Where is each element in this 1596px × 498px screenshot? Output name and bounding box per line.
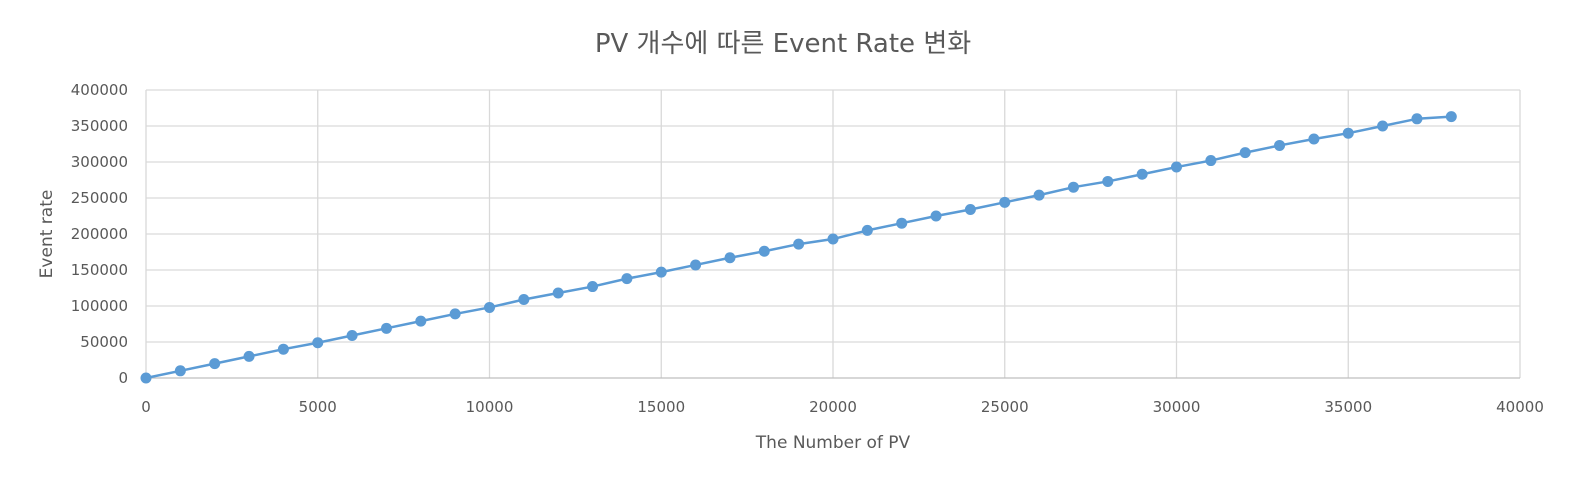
- data-point: [1274, 139, 1286, 151]
- axes: [145, 90, 1520, 379]
- x-tick-label: 25000: [981, 398, 1029, 416]
- data-point: [655, 266, 667, 278]
- data-point: [1411, 113, 1423, 125]
- data-point: [277, 343, 289, 355]
- y-tick-label: 50000: [80, 333, 128, 351]
- data-point: [827, 233, 839, 245]
- data-point: [1033, 189, 1045, 201]
- data-point: [1067, 181, 1079, 193]
- chart-title: PV 개수에 따른 Event Rate 변화: [595, 29, 971, 59]
- y-tick-label: 250000: [71, 189, 128, 207]
- x-tick-label: 30000: [1153, 398, 1201, 416]
- data-point: [1102, 175, 1114, 187]
- data-point: [346, 330, 358, 342]
- x-tick-label: 35000: [1324, 398, 1372, 416]
- data-point: [999, 196, 1011, 208]
- data-point: [724, 252, 736, 264]
- x-tick-label: 0: [141, 398, 151, 416]
- y-tick-labels: 0 50000 100000 150000 200000 250000 300000 3500…: [71, 81, 128, 387]
- x-tick-label: 20000: [809, 398, 857, 416]
- data-point: [930, 210, 942, 222]
- data-point: [587, 281, 599, 293]
- data-point: [209, 358, 221, 370]
- data-point: [1136, 168, 1148, 180]
- data-point: [1239, 147, 1251, 159]
- y-tick-label: 400000: [71, 81, 128, 99]
- data-point: [1171, 161, 1182, 173]
- y-tick-label: 300000: [71, 153, 128, 171]
- x-tick-labels: 0 5000 10000 15000 20000 25000 30000 35000 40000: [141, 398, 1544, 416]
- data-point: [1342, 127, 1354, 139]
- data-point: [449, 308, 461, 320]
- grid-lines: [146, 89, 1521, 378]
- y-axis-title: Event rate: [37, 190, 57, 279]
- data-point: [380, 322, 392, 334]
- data-point: [1308, 133, 1320, 145]
- series-layer: [140, 111, 1457, 384]
- x-tick-label: 5000: [299, 398, 337, 416]
- data-point: [312, 337, 324, 349]
- y-tick-label: 200000: [71, 225, 128, 243]
- data-point: [793, 238, 805, 250]
- data-point: [140, 372, 152, 384]
- x-tick-label: 10000: [466, 398, 514, 416]
- y-tick-label: 100000: [71, 297, 128, 315]
- data-point: [484, 301, 495, 313]
- data-point: [896, 217, 908, 229]
- data-point: [415, 315, 427, 327]
- data-point: [174, 365, 186, 377]
- y-tick-label: 350000: [71, 117, 128, 135]
- x-tick-label: 15000: [637, 398, 685, 416]
- data-point: [1377, 120, 1389, 132]
- data-point: [621, 273, 633, 285]
- y-tick-label: 150000: [71, 261, 128, 279]
- x-tick-label: 40000: [1496, 398, 1544, 416]
- y-tick-label: 0: [118, 369, 128, 387]
- data-point: [690, 259, 702, 271]
- data-point: [243, 350, 255, 362]
- data-point: [1445, 111, 1457, 123]
- data-point: [861, 224, 873, 236]
- data-point: [964, 204, 976, 216]
- data-point: [758, 245, 770, 257]
- data-point: [518, 294, 530, 306]
- x-axis-title: The Number of PV: [755, 433, 911, 453]
- data-point: [1205, 155, 1217, 167]
- data-point: [552, 287, 564, 299]
